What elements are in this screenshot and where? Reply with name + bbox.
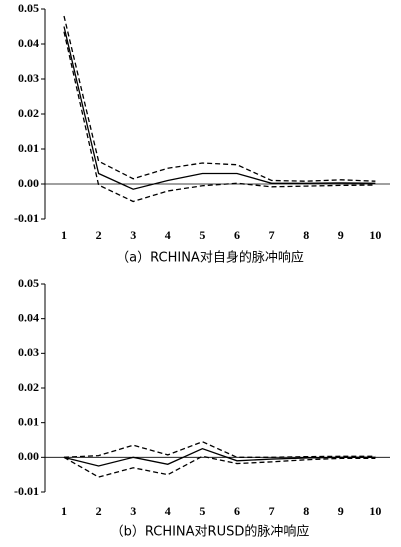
x-tick-label: 8 [303,228,309,242]
x-tick-label: 6 [234,228,240,242]
y-tick-label: 0.04 [18,310,39,324]
y-tick-label: 0.02 [18,106,39,120]
y-tick-label: -0.01 [14,211,39,225]
x-tick-label: 7 [269,228,275,242]
x-tick-label: 7 [269,504,275,518]
y-tick-label: 0.01 [18,141,39,155]
y-tick-label: 0.05 [18,1,39,15]
y-tick-label: 0.00 [18,176,39,190]
x-tick-label: 3 [130,504,136,518]
x-tick-label: 10 [369,504,381,518]
y-tick-label: 0.01 [18,414,39,428]
y-tick-label: 0.00 [18,449,39,463]
line-series [63,441,376,458]
x-tick-label: 4 [165,228,171,242]
line-series [63,31,376,203]
x-tick-label: 3 [130,228,136,242]
x-tick-label: 9 [338,504,344,518]
y-tick-label: 0.02 [18,380,39,394]
y-tick-label: 0.03 [18,345,39,359]
line-series [63,455,376,478]
chart-title: （b）RCHINA对RUSD的脉冲响应 [111,524,310,540]
x-tick-label: 1 [61,228,67,242]
x-tick-label: 1 [61,504,67,518]
line-series [63,26,376,190]
x-tick-label: 10 [369,228,381,242]
x-tick-label: 5 [199,504,205,518]
y-tick-label: 0.05 [18,276,39,290]
x-tick-label: 2 [96,504,102,518]
x-tick-label: 8 [303,504,309,518]
x-tick-label: 2 [96,228,102,242]
x-tick-label: 6 [234,504,240,518]
line-series [63,447,376,467]
x-tick-label: 5 [199,228,205,242]
x-tick-label: 4 [165,504,171,518]
line-series [63,15,376,182]
chart-title: （a）RCHINA对自身的脉冲响应 [116,250,304,266]
y-tick-label: -0.01 [14,484,39,498]
y-tick-label: 0.03 [18,71,39,85]
x-tick-label: 9 [338,228,344,242]
y-tick-label: 0.04 [18,36,39,50]
